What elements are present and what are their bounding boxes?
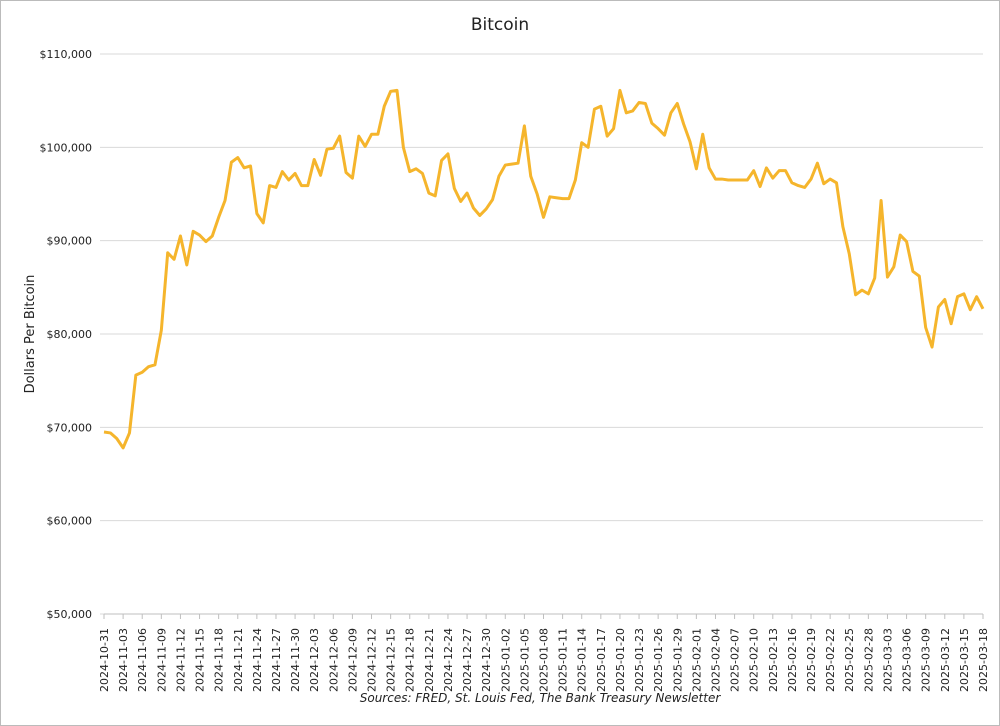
x-tick-label: 2025-01-14 xyxy=(576,628,589,692)
x-tick-label: 2025-02-19 xyxy=(805,628,818,692)
source-note: Sources: FRED, St. Louis Fed, The Bank T… xyxy=(360,691,722,705)
x-tick-label: 2024-12-06 xyxy=(327,628,340,692)
x-tick-label: 2024-11-15 xyxy=(194,628,207,692)
x-tick-label: 2025-02-13 xyxy=(767,628,780,692)
x-tick-label: 2024-11-21 xyxy=(232,628,245,692)
x-tick-label: 2025-01-29 xyxy=(671,628,684,692)
x-tick-label: 2025-01-17 xyxy=(595,628,608,692)
x-tick-label: 2024-11-30 xyxy=(289,628,302,692)
x-tick-label: 2024-12-24 xyxy=(442,628,455,692)
y-tick-label: $90,000 xyxy=(47,235,93,248)
x-tick-label: 2024-11-12 xyxy=(174,628,187,692)
x-tick-label: 2025-03-18 xyxy=(977,628,990,692)
x-tick-label: 2025-02-28 xyxy=(862,628,875,692)
y-tick-label: $60,000 xyxy=(47,515,93,528)
chart-title: Bitcoin xyxy=(471,15,529,35)
x-tick-label: 2025-02-25 xyxy=(843,628,856,692)
x-tick-label: 2025-02-01 xyxy=(690,628,703,692)
x-tick-label: 2025-03-03 xyxy=(881,628,894,692)
y-tick-label: $50,000 xyxy=(47,608,93,621)
x-tick-label: 2025-03-15 xyxy=(958,628,971,692)
y-tick-label: $100,000 xyxy=(40,141,93,154)
x-tick-label: 2025-02-16 xyxy=(786,628,799,692)
x-tick-label: 2025-01-26 xyxy=(652,628,665,692)
x-tick-label: 2025-03-12 xyxy=(939,628,952,692)
x-tick-label: 2024-12-21 xyxy=(423,628,436,692)
x-tick-label: 2024-12-12 xyxy=(366,628,379,692)
y-tick-label: $80,000 xyxy=(47,328,93,341)
x-tick-label: 2024-10-31 xyxy=(98,628,111,692)
x-tick-label: 2025-02-07 xyxy=(729,628,742,692)
x-tick-label: 2025-01-23 xyxy=(633,628,646,692)
x-tick-label: 2024-12-30 xyxy=(480,628,493,692)
x-tick-label: 2024-12-27 xyxy=(461,628,474,692)
x-tick-label: 2024-11-06 xyxy=(136,628,149,692)
x-tick-label: 2025-01-11 xyxy=(557,628,570,692)
y-tick-label: $110,000 xyxy=(40,48,93,61)
x-tick-label: 2024-12-03 xyxy=(308,628,321,692)
price-line xyxy=(103,88,985,450)
x-tick-label: 2025-03-09 xyxy=(920,628,933,692)
y-tick-label: $70,000 xyxy=(47,421,93,434)
x-tick-label: 2024-11-27 xyxy=(270,628,283,692)
x-tick-label: 2024-12-09 xyxy=(346,628,359,692)
x-tick-label: 2025-01-08 xyxy=(538,628,551,692)
x-tick-label: 2025-02-10 xyxy=(748,628,761,692)
x-tick-label: 2025-03-06 xyxy=(901,628,914,692)
x-tick-label: 2024-12-15 xyxy=(385,628,398,692)
x-tick-label: 2024-11-03 xyxy=(117,628,130,692)
x-tick-label: 2024-11-24 xyxy=(251,628,264,692)
x-tick-label: 2025-02-22 xyxy=(824,628,837,692)
x-tick-label: 2024-11-09 xyxy=(155,628,168,692)
x-tick-label: 2025-01-05 xyxy=(518,628,531,692)
x-tick-label: 2024-11-18 xyxy=(213,628,226,692)
x-tick-label: 2025-02-04 xyxy=(709,628,722,692)
x-tick-label: 2025-01-02 xyxy=(499,628,512,692)
x-tick-label: 2025-01-20 xyxy=(614,628,627,692)
x-tick-label: 2024-12-18 xyxy=(404,628,417,692)
y-axis-label: Dollars Per Bitcoin xyxy=(23,275,38,394)
